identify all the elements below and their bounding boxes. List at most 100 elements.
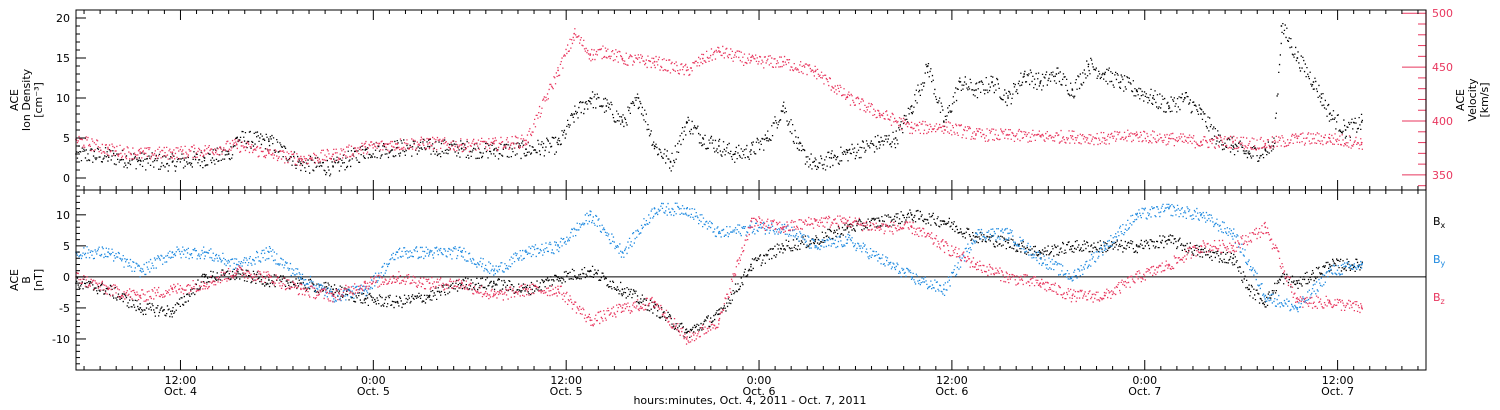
bz-data-point — [589, 319, 592, 322]
density-data-point — [1007, 97, 1009, 99]
time-tick-label-time: 12:00 — [1322, 374, 1354, 387]
by-data-point — [1328, 269, 1331, 272]
by-data-point — [589, 213, 592, 216]
velocity-data-point — [621, 57, 624, 60]
series-velocity — [75, 28, 1363, 166]
velocity-data-point — [1264, 142, 1267, 145]
by-data-point — [1296, 307, 1299, 309]
bx-data-point — [1168, 238, 1170, 241]
bx-data-point — [1232, 257, 1234, 260]
velocity-data-point — [910, 126, 913, 129]
bz-data-point — [107, 288, 109, 291]
bx-data-point — [750, 263, 752, 266]
density-data-point — [364, 149, 367, 151]
bz-data-point — [1232, 245, 1234, 247]
density-data-point — [830, 157, 833, 159]
density-data-point — [139, 159, 142, 162]
density-data-point — [926, 65, 929, 67]
bz-data-point — [1039, 282, 1042, 284]
velocity-data-point — [605, 50, 608, 52]
velocity-data-point — [782, 60, 784, 63]
time-tick-label-date: Oct. 5 — [550, 385, 583, 398]
bz-data-point — [814, 220, 817, 222]
legend-by-subscript: y — [1441, 259, 1446, 268]
bz-data-point — [685, 338, 688, 340]
bz-data-point — [525, 288, 527, 291]
velocity-data-point — [750, 59, 752, 62]
by-data-point — [364, 288, 367, 291]
time-tick-label-date: Oct. 6 — [743, 385, 776, 398]
bx-data-point — [1296, 282, 1299, 284]
velocity-data-point — [557, 69, 559, 72]
velocity-data-point — [701, 57, 704, 60]
time-tick-label-time: 0:00 — [747, 374, 772, 387]
density-data-point — [1280, 25, 1283, 27]
by-data-point — [396, 251, 399, 254]
by-data-point — [814, 245, 817, 247]
density-data-point — [782, 105, 784, 107]
top-plot-area — [75, 23, 1363, 177]
density-data-point — [428, 145, 431, 148]
velocity-data-point — [1200, 140, 1202, 143]
velocity-axis-label-3: [km/s] — [1478, 82, 1491, 117]
density-data-point — [943, 121, 945, 123]
by-data-point — [878, 257, 881, 260]
density-data-point — [203, 157, 206, 159]
by-data-point — [107, 251, 109, 254]
by-data-point — [685, 207, 688, 210]
density-data-point — [268, 140, 270, 143]
bz-data-point — [396, 276, 399, 278]
legend-bx-subscript: x — [1441, 221, 1446, 230]
bottom-panel-frame — [75, 189, 1427, 371]
density-tick-label: 20 — [56, 12, 70, 25]
by-data-point — [846, 238, 849, 241]
legend-bz: Bz — [1433, 291, 1445, 306]
by-data-point — [621, 251, 624, 254]
time-tick-label-time: 0:00 — [361, 374, 386, 387]
bx-data-point — [364, 297, 367, 300]
field-axis-ticks: -10 -5 0 5 10 — [52, 195, 86, 365]
by-data-point — [1103, 245, 1106, 247]
density-data-point — [227, 153, 230, 155]
bz-data-point — [975, 263, 977, 266]
density-data-point — [814, 165, 817, 167]
density-axis-label-3: [cm⁻³] — [32, 82, 45, 118]
density-data-point — [1055, 73, 1058, 75]
legend-bx-main: B — [1433, 215, 1441, 228]
density-data-point — [1119, 81, 1122, 83]
by-data-point — [203, 251, 206, 254]
velocity-data-point — [300, 157, 302, 160]
velocity-data-point — [1007, 134, 1009, 136]
velocity-tick-label: 350 — [1432, 169, 1453, 182]
density-data-point — [669, 161, 672, 163]
by-data-point — [718, 232, 720, 235]
density-data-point — [846, 151, 849, 154]
bz-data-point — [1071, 294, 1074, 297]
bx-data-point — [493, 282, 495, 284]
density-data-point — [1360, 121, 1363, 123]
bz-data-point — [1007, 276, 1009, 278]
bz-data-point — [1328, 300, 1331, 303]
velocity-data-point — [139, 152, 142, 155]
density-data-point — [766, 137, 768, 139]
by-data-point — [943, 288, 945, 291]
by-data-point — [139, 269, 142, 272]
velocity-tick-label: 500 — [1432, 7, 1453, 20]
velocity-data-point — [718, 50, 720, 52]
bz-data-point — [460, 282, 463, 284]
density-data-point — [1264, 149, 1267, 151]
series-density — [75, 23, 1363, 177]
bz-data-point — [332, 294, 334, 297]
by-data-point — [268, 251, 270, 254]
density-data-point — [798, 149, 801, 151]
velocity-data-point — [1071, 135, 1074, 138]
bx-data-point — [685, 331, 688, 334]
bx-data-point — [782, 245, 784, 247]
density-data-point — [332, 165, 334, 168]
density-tick-label: 15 — [56, 52, 70, 65]
velocity-data-point — [685, 69, 688, 72]
bz-data-point — [1168, 263, 1170, 266]
by-data-point — [1360, 263, 1363, 266]
bx-data-point — [621, 288, 624, 291]
time-tick-label-time: 12:00 — [936, 374, 968, 387]
